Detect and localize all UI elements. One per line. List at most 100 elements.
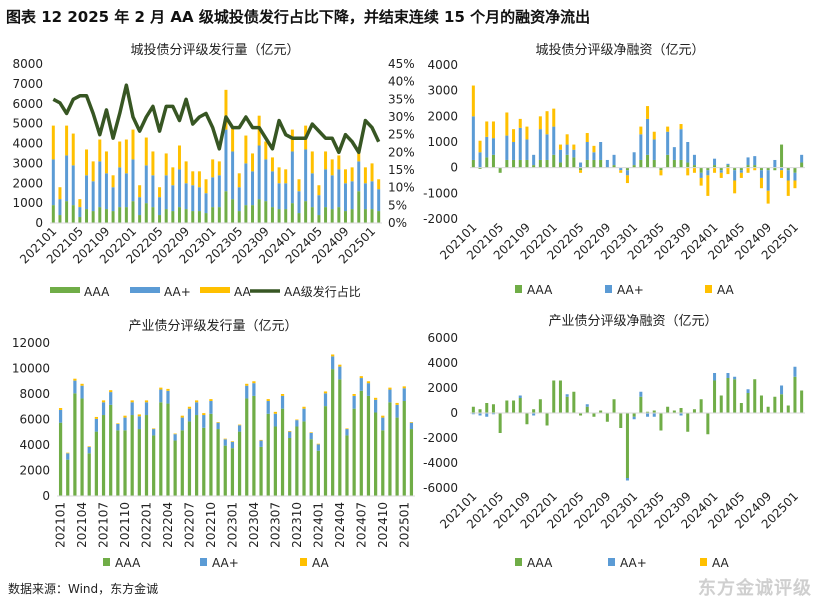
bar-aa-plus	[726, 373, 730, 378]
bar-aa	[726, 167, 730, 175]
bar-aaa	[111, 211, 115, 223]
y-tick-label: 4000	[427, 58, 458, 72]
legend-swatch	[130, 287, 160, 293]
bar-aa-plus	[359, 378, 363, 391]
y2-tick-label: 40%	[388, 75, 415, 89]
bar-aa	[374, 397, 378, 400]
bar-aa-plus	[78, 207, 82, 218]
bar-aa	[252, 381, 256, 384]
bar-aa	[123, 415, 127, 418]
legend-swatch	[705, 285, 712, 293]
bar-aa-plus	[316, 444, 320, 451]
bar-aa-plus	[366, 383, 371, 396]
bar-aaa	[159, 402, 163, 496]
bar-aaa	[402, 401, 406, 496]
y-tick-label: 6000	[19, 413, 50, 427]
bar-aa	[91, 161, 95, 182]
x-tick-label: 202501	[397, 502, 411, 548]
y-tick-label: -4000	[423, 456, 458, 470]
bar-aa-plus	[592, 152, 596, 160]
chart-title: 产业债分评级发行量（亿元）	[128, 318, 297, 334]
bar-aaa	[612, 165, 616, 168]
bar-aa	[317, 185, 321, 196]
bar-aa	[231, 127, 235, 152]
bar-aa-plus	[331, 356, 335, 370]
bar-aaa	[485, 403, 489, 413]
bar-aaa	[116, 430, 120, 496]
bar-aa	[538, 116, 542, 130]
bar-aa-plus	[58, 409, 63, 423]
bar-aaa	[91, 211, 95, 223]
bar-aa-plus	[211, 177, 215, 208]
x-tick-label: 202201	[140, 502, 154, 548]
bar-aaa	[652, 159, 656, 168]
bar-aa	[78, 199, 82, 208]
bar-aa-plus	[85, 175, 89, 210]
source-note: 数据来源：Wind，东方金诚	[8, 582, 159, 596]
bar-aaa	[164, 209, 168, 223]
y-tick-label: 5000	[12, 117, 43, 131]
bar-aaa	[230, 448, 235, 496]
bar-aa	[98, 139, 102, 162]
bar-aa-plus	[266, 401, 270, 414]
bar-aa	[552, 108, 556, 127]
bar-aa-plus	[672, 147, 676, 160]
bar-aa-plus	[131, 159, 135, 202]
bar-aa-plus	[257, 145, 261, 200]
bar-aa	[699, 177, 703, 186]
bar-aa-plus	[111, 187, 115, 212]
bar-aa	[144, 137, 148, 166]
bar-aa-plus	[377, 189, 381, 212]
bar-aa-plus	[173, 434, 177, 441]
bar-aaa	[231, 199, 235, 223]
bar-aa-plus	[780, 385, 784, 395]
bar-aaa	[330, 209, 334, 223]
bar-aa-plus	[585, 142, 589, 160]
bar-aa-plus	[87, 446, 91, 454]
bar-aa-plus	[166, 390, 170, 404]
bar-aa-plus	[288, 431, 292, 438]
bar-aa	[302, 406, 306, 409]
bar-aaa	[101, 415, 106, 496]
bar-aaa	[209, 413, 213, 496]
bar-aa-plus	[330, 175, 334, 210]
bar-aaa	[498, 167, 502, 173]
bar-aaa	[187, 421, 192, 496]
bar-aa	[350, 167, 354, 182]
bar-aaa	[58, 422, 63, 496]
bar-aa	[679, 124, 683, 130]
legend-swatch	[200, 287, 230, 293]
y-tick-label: 8000	[19, 387, 50, 401]
bar-aa	[151, 151, 155, 176]
bar-aa-plus	[538, 129, 542, 160]
bar-aaa	[753, 379, 757, 413]
bar-aa-plus	[786, 170, 790, 181]
bar-aaa	[288, 437, 292, 496]
bar-aa-plus	[766, 170, 770, 191]
x-tick-label: 202310	[290, 502, 304, 548]
y-tick-label: 2000	[427, 109, 458, 123]
chart-title: 城投债分评级发行量（亿元）	[130, 42, 299, 58]
y2-tick-label: 35%	[388, 92, 415, 106]
y-tick-label: 2000	[19, 464, 50, 478]
bar-aa	[171, 167, 175, 186]
bar-aa	[579, 170, 583, 173]
bar-aa	[746, 167, 750, 173]
bar-aa-plus	[699, 172, 703, 178]
bar-aa-plus	[773, 159, 777, 168]
bar-aaa	[713, 165, 717, 168]
bar-aaa	[171, 211, 175, 223]
bar-aaa	[244, 205, 248, 223]
bar-aaa	[579, 167, 583, 171]
bar-aa-plus	[746, 157, 750, 166]
bar-aaa	[766, 406, 770, 413]
bar-aa-plus	[485, 413, 489, 417]
bar-aa-plus	[793, 366, 797, 377]
bar-aa-plus	[491, 413, 495, 415]
bar-aa	[290, 129, 294, 152]
bar-aa	[245, 383, 249, 386]
bar-aa-plus	[343, 183, 347, 212]
bar-aaa	[726, 165, 730, 168]
bar-aa-plus	[370, 181, 374, 210]
